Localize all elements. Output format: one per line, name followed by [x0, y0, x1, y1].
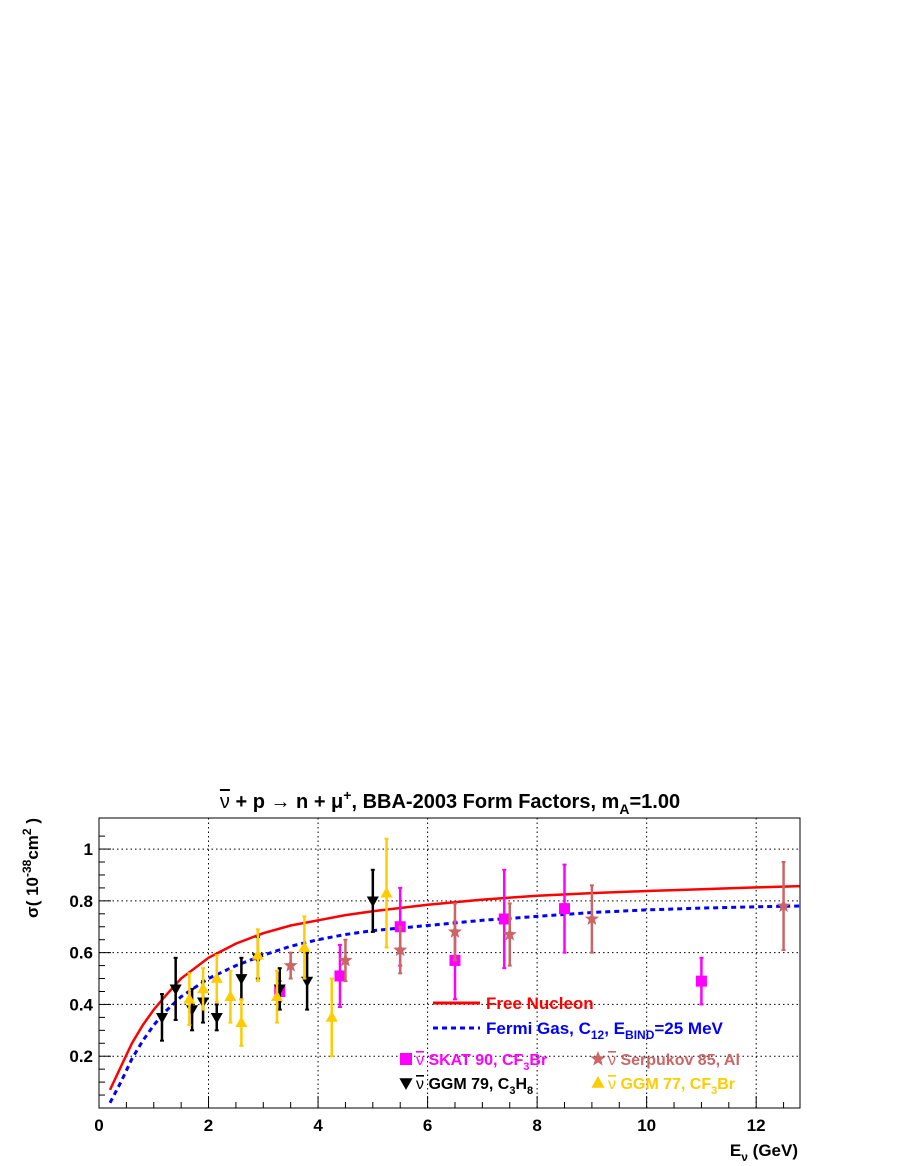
- skat-point: [559, 903, 571, 915]
- y-axis-label-text: σ( 10-38cm2 ): [20, 818, 42, 918]
- serpukov-point: [776, 898, 791, 912]
- legend-free-nucleon-label: Free Nucleon: [486, 994, 594, 1013]
- ggm79-point: [169, 984, 182, 996]
- ggm77-point: [380, 886, 393, 898]
- x-tick-label: 8: [532, 1116, 541, 1135]
- y-tick-label: 0.8: [69, 892, 93, 911]
- legend-ggm77-marker: [591, 1076, 605, 1088]
- x-tick-label: 2: [204, 1116, 213, 1135]
- serpukov-point: [338, 953, 353, 967]
- chart-title: ν + p → n + μ+, BBA-2003 Form Factors, m…: [220, 787, 680, 817]
- axis-ticks: 0 2 4 6 8 10 12 0.2 0.4 0.6 0.8 1: [69, 835, 785, 1135]
- y-axis-label: σ( 10-38cm2 ): [20, 818, 42, 918]
- legend-fermi-gas-label: Fermi Gas, C12, EBIND=25 MeV: [486, 1019, 724, 1042]
- x-tick-label: 4: [313, 1116, 323, 1135]
- y-tick-label: 0.6: [69, 944, 93, 963]
- ggm77-point: [183, 992, 196, 1004]
- ggm77-point: [197, 982, 210, 994]
- data-points: [155, 837, 791, 1058]
- serpukov-point: [283, 958, 298, 972]
- legend-skat-marker: [400, 1053, 412, 1065]
- legend-ggm79-marker: [399, 1078, 413, 1090]
- legend: Free Nucleon Fermi Gas, C12, EBIND=25 MeV…: [399, 994, 740, 1097]
- skat-point: [498, 913, 510, 925]
- ggm77-point: [270, 990, 284, 1002]
- ggm77-point: [224, 990, 237, 1002]
- grid: [99, 818, 800, 1108]
- ggm79-point: [155, 1012, 169, 1024]
- ggm79-point: [186, 1005, 199, 1016]
- x-tick-label: 0: [94, 1116, 103, 1135]
- x-tick-label: 10: [637, 1116, 656, 1135]
- ggm77-point: [251, 948, 264, 960]
- serpukov-point: [502, 927, 517, 941]
- legend-serpukov-marker: [590, 1050, 606, 1066]
- ggm77-point: [298, 941, 311, 952]
- legend-ggm79-label: ν GGM 79, C3H8: [416, 1076, 533, 1097]
- ggm77-point: [235, 1016, 248, 1027]
- legend-serpukov-label: ν Serpukov 85, Al: [608, 1052, 740, 1069]
- ggm79-point: [366, 896, 379, 908]
- legend-ggm77-label: ν GGM 77, CF3Br: [608, 1076, 735, 1097]
- serpukov-point: [393, 942, 408, 957]
- x-tick-label: 12: [747, 1116, 766, 1135]
- serpukov-point: [584, 911, 599, 925]
- plot-frame: [98, 817, 801, 1109]
- y-tick-label: 0.4: [69, 995, 93, 1014]
- serpukov-point: [447, 924, 462, 938]
- ggm77-point: [210, 972, 223, 983]
- skat-point: [695, 975, 707, 987]
- skat-point: [334, 970, 346, 982]
- legend-skat-label: ν SKAT 90, CF3Br: [416, 1052, 547, 1073]
- x-axis-label-text: Eν (GeV): [730, 1141, 798, 1164]
- ggm79-point: [210, 1012, 223, 1024]
- x-axis-label: Eν (GeV): [730, 1141, 798, 1164]
- ggm77-point: [325, 1011, 338, 1022]
- chart-title-text: ν + p → n + μ+, BBA-2003 Form Factors, m…: [220, 787, 680, 817]
- ggm79-point: [235, 974, 248, 985]
- y-tick-label: 0.2: [69, 1047, 93, 1066]
- y-tick-label: 1: [84, 840, 93, 859]
- x-tick-label: 6: [423, 1116, 432, 1135]
